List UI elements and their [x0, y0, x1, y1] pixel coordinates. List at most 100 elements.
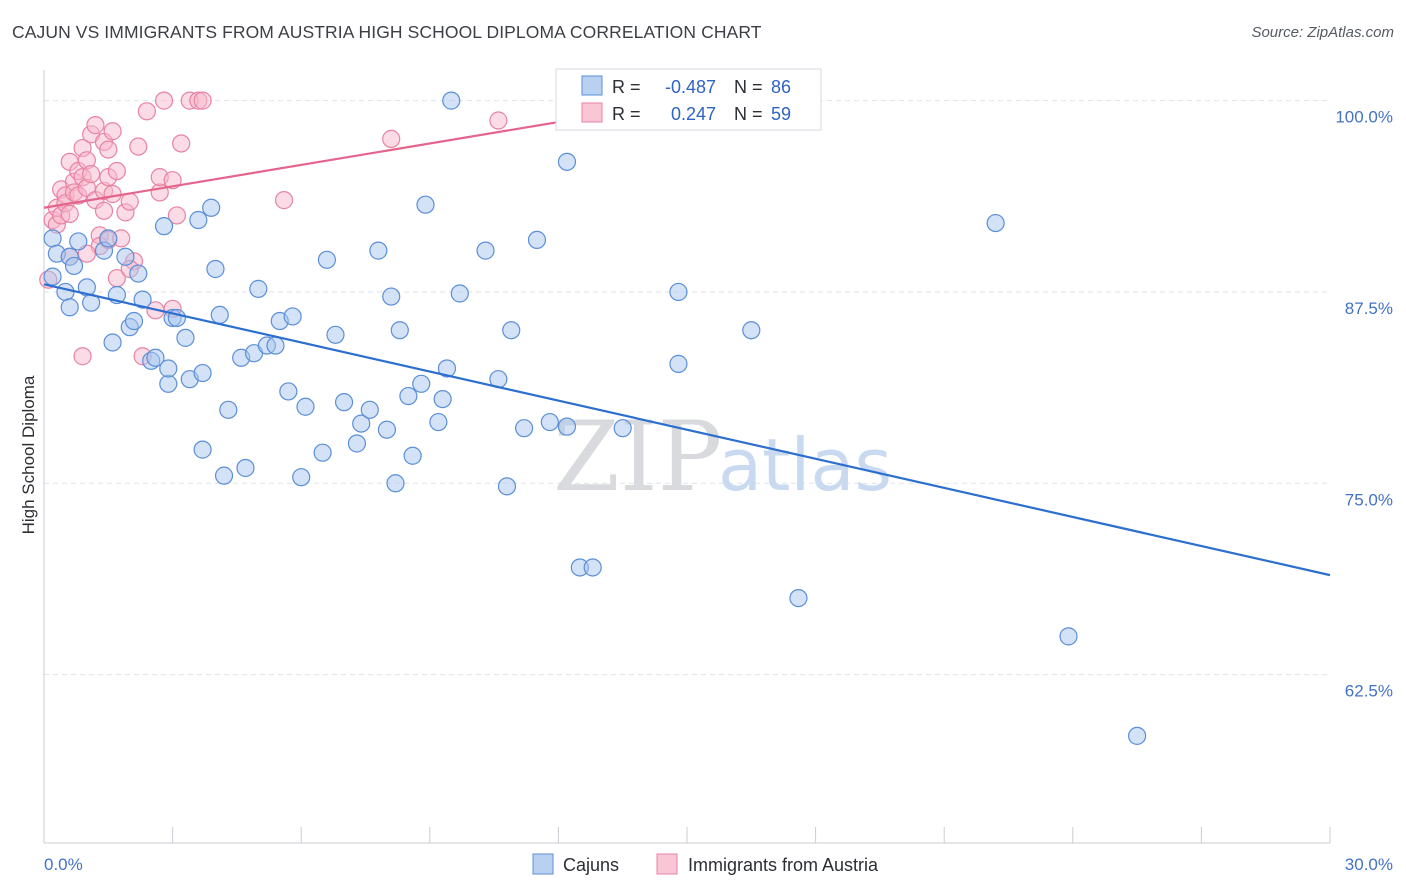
cajun-point [360, 400, 379, 419]
trend-line-cajuns [43, 283, 1331, 577]
cajun-point [193, 440, 212, 459]
legend-swatch-cajuns [581, 75, 603, 96]
cajun-point [64, 256, 84, 276]
cajun-point [382, 287, 401, 306]
cajun-point [210, 305, 229, 325]
immigrant-point [167, 206, 186, 225]
cajun-point [159, 374, 178, 393]
correlation-legend: R = -0.487 N = 86 R = 0.247 N = 59 [555, 68, 822, 131]
cajun-point [56, 282, 75, 302]
cajun-point [189, 210, 208, 230]
cajun-point [236, 458, 255, 478]
immigrant-point [86, 116, 105, 135]
cajun-point [557, 152, 577, 171]
cajun-point [296, 397, 315, 416]
cajun-point [124, 311, 144, 331]
cajun-point [214, 466, 234, 485]
immigrant-point [82, 164, 101, 184]
cajun-point [326, 325, 345, 344]
immigrant-point [382, 129, 401, 148]
cajun-point [146, 348, 165, 367]
cajun-point [613, 419, 632, 438]
cajun-point [60, 298, 79, 317]
cajun-point [390, 321, 409, 340]
cajun-point [103, 333, 122, 352]
cajun-point [334, 393, 354, 412]
cajun-point [583, 558, 602, 577]
cajun-point [502, 321, 521, 340]
cajun-point [129, 264, 148, 283]
immigrant-point [137, 102, 156, 121]
bottom-legend-label-immigrants: Immigrants from Austria [688, 855, 879, 875]
cajun-point [789, 588, 808, 608]
cajun-point [99, 229, 118, 248]
immigrant-point [163, 171, 182, 190]
x-tick-label-min: 0.0% [44, 855, 83, 874]
cajun-point [669, 354, 688, 373]
series-legend: Cajuns Immigrants from Austria [532, 853, 879, 875]
bottom-legend-swatch-cajuns [532, 853, 554, 875]
x-tick-label-max: 30.0% [1345, 855, 1393, 874]
cajun-point [43, 267, 62, 286]
immigrant-point [274, 191, 294, 210]
immigrant-point [129, 137, 148, 156]
cajun-point [279, 382, 298, 401]
bottom-legend-label-cajuns: Cajuns [563, 855, 619, 875]
legend-n-label-0: N = [734, 77, 763, 97]
cajun-point [193, 363, 212, 383]
axes [43, 70, 1331, 844]
legend-r-value-0: -0.487 [665, 77, 716, 97]
cajun-point [176, 328, 195, 347]
cajun-point [669, 282, 688, 302]
cajun-point [540, 412, 559, 432]
cajun-point [292, 468, 311, 487]
y-tick-label: 100.0% [1335, 108, 1393, 127]
cajun-point [369, 241, 388, 260]
cajun-point [1059, 627, 1078, 646]
cajun-point [986, 213, 1005, 233]
grid-lines [44, 100, 1330, 676]
cajun-point [133, 290, 152, 309]
cajun-point [450, 284, 469, 303]
immigrant-point [103, 184, 122, 204]
immigrant-point [120, 192, 139, 211]
immigrant-point [172, 134, 191, 153]
cajun-point [412, 374, 431, 393]
cajun-point [43, 229, 62, 248]
immigrant-point [94, 201, 114, 220]
cajun-point [437, 359, 457, 378]
chart-title: CAJUN VS IMMIGRANTS FROM AUSTRIA HIGH SC… [12, 22, 762, 42]
cajun-point [433, 389, 452, 409]
cajun-point [429, 412, 448, 432]
cajun-point [116, 247, 135, 266]
legend-n-value-1: 59 [771, 104, 791, 124]
cajun-point [386, 474, 405, 493]
y-tick-labels: 100.0% 87.5% 75.0% 62.5% [1335, 108, 1393, 701]
x-tick-labels: 0.0% 30.0% [44, 855, 1393, 874]
cajun-point [442, 91, 461, 110]
legend-r-value-1: 0.247 [671, 104, 716, 124]
series-cajuns-points [43, 91, 1147, 745]
immigrant-point [103, 122, 122, 141]
legend-n-value-0: 86 [771, 77, 791, 97]
cajun-point [69, 232, 88, 251]
cajun-point [206, 259, 225, 279]
cajun-point [159, 359, 178, 378]
cajun-point [416, 195, 435, 214]
cajun-point [317, 250, 337, 269]
cajun-point [497, 477, 517, 496]
immigrant-point [193, 91, 212, 110]
cajun-point [527, 230, 547, 250]
cajun-point [557, 417, 577, 436]
immigrant-point [154, 91, 174, 110]
immigrant-point [60, 204, 79, 223]
source-credit: Source: ZipAtlas.com [1251, 24, 1394, 41]
cajun-point [399, 386, 418, 406]
immigrant-point [99, 140, 118, 159]
cajun-point [219, 400, 238, 419]
legend-r-label-1: R = [612, 104, 641, 124]
bottom-legend-swatch-immigrants [656, 853, 678, 875]
cajun-point [202, 198, 221, 217]
immigrant-point [73, 347, 92, 366]
